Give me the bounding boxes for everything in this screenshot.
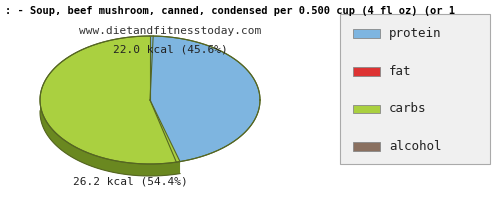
- Polygon shape: [56, 133, 59, 148]
- Text: protein: protein: [389, 27, 442, 40]
- Polygon shape: [40, 36, 180, 164]
- Polygon shape: [85, 152, 89, 165]
- Polygon shape: [147, 164, 152, 176]
- Polygon shape: [50, 126, 51, 141]
- Polygon shape: [64, 140, 68, 154]
- Polygon shape: [42, 113, 43, 128]
- Polygon shape: [93, 155, 97, 168]
- Polygon shape: [166, 163, 171, 175]
- Polygon shape: [106, 159, 110, 172]
- Polygon shape: [62, 138, 64, 152]
- Polygon shape: [40, 99, 180, 176]
- Polygon shape: [110, 160, 114, 173]
- Text: 26.2 kcal (54.4%): 26.2 kcal (54.4%): [72, 176, 188, 186]
- Polygon shape: [138, 164, 142, 176]
- FancyBboxPatch shape: [352, 104, 380, 113]
- Polygon shape: [52, 129, 54, 143]
- Polygon shape: [114, 161, 119, 173]
- Polygon shape: [40, 91, 41, 106]
- Polygon shape: [78, 148, 81, 162]
- FancyBboxPatch shape: [352, 67, 380, 76]
- Polygon shape: [68, 142, 70, 156]
- Polygon shape: [81, 150, 85, 164]
- Polygon shape: [89, 153, 93, 167]
- Polygon shape: [97, 156, 102, 169]
- Polygon shape: [59, 136, 62, 150]
- Polygon shape: [152, 164, 156, 176]
- Text: www.dietandfitnesstoday.com: www.dietandfitnesstoday.com: [79, 26, 261, 36]
- Text: alcohol: alcohol: [389, 140, 442, 153]
- Polygon shape: [142, 164, 147, 176]
- Polygon shape: [46, 121, 48, 136]
- Polygon shape: [133, 163, 138, 176]
- Polygon shape: [128, 163, 133, 175]
- Polygon shape: [171, 162, 175, 175]
- FancyBboxPatch shape: [352, 142, 380, 151]
- Polygon shape: [74, 146, 78, 160]
- Polygon shape: [102, 157, 105, 171]
- Text: fat: fat: [389, 65, 411, 78]
- Polygon shape: [40, 107, 42, 122]
- Polygon shape: [124, 162, 128, 175]
- Polygon shape: [162, 163, 166, 176]
- Polygon shape: [48, 124, 50, 138]
- Polygon shape: [156, 164, 162, 176]
- Polygon shape: [54, 131, 56, 145]
- Text: 22.0 kcal (45.6%): 22.0 kcal (45.6%): [112, 44, 228, 54]
- Polygon shape: [150, 36, 260, 162]
- Text: : - Soup, beef mushroom, canned, condensed per 0.500 cup (4 fl oz) (or 1: : - Soup, beef mushroom, canned, condens…: [5, 6, 455, 16]
- FancyBboxPatch shape: [352, 29, 380, 38]
- Polygon shape: [44, 118, 46, 133]
- Polygon shape: [176, 162, 180, 174]
- Polygon shape: [70, 144, 74, 158]
- Polygon shape: [119, 161, 124, 174]
- Text: carbs: carbs: [389, 102, 426, 115]
- FancyBboxPatch shape: [340, 14, 490, 164]
